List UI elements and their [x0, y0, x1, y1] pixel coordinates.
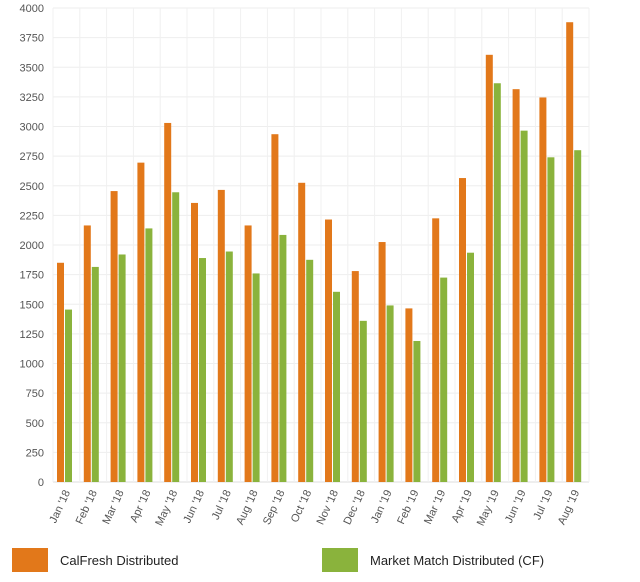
- calfresh-bar: [83, 225, 91, 482]
- x-tick-label: Feb '19: [395, 488, 421, 526]
- x-tick-label: Mar '19: [422, 488, 448, 526]
- market-match-bar: [547, 157, 555, 482]
- y-tick-label: 1000: [20, 359, 44, 371]
- x-tick-label: Oct '18: [289, 488, 314, 524]
- calfresh-bar: [351, 271, 359, 482]
- calfresh-bar: [325, 219, 332, 482]
- x-tick-label: Nov '18: [315, 488, 341, 527]
- calfresh-bar: [271, 134, 279, 482]
- market-match-bar: [91, 266, 99, 482]
- calfresh-bar: [405, 308, 413, 482]
- x-axis: Jan '18 Feb '18 Mar '18 Apr '18 May '18 Jun '…: [47, 488, 582, 528]
- x-tick-label: May '19: [475, 488, 502, 528]
- market-match-bar: [493, 83, 501, 482]
- x-tick-label: Jul '18: [210, 488, 234, 522]
- market-match-bar: [118, 254, 126, 482]
- market-match-bar: [520, 130, 528, 482]
- x-tick-label: Aug '19: [556, 488, 582, 527]
- y-tick-label: 3000: [20, 122, 44, 134]
- calfresh-bar: [57, 262, 64, 482]
- calfresh-bar: [512, 89, 520, 483]
- y-tick-label: 3250: [20, 92, 44, 104]
- market-match-bar: [333, 291, 340, 482]
- bar-chart: 0 250 500 750 1000 1250 1500 1750 2000 2250 2500 27…: [20, 3, 590, 528]
- calfresh-bar: [432, 218, 440, 482]
- calfresh-bar: [378, 242, 386, 482]
- legend-label: CalFresh Distributed: [60, 552, 179, 568]
- y-tick-label: 4000: [20, 3, 44, 15]
- calfresh-bar: [137, 162, 145, 482]
- x-tick-label: Sep '18: [261, 488, 287, 527]
- x-tick-label: Jan '18: [47, 488, 73, 525]
- calfresh-bar: [539, 97, 547, 482]
- gridlines: [52, 7, 590, 483]
- y-axis: 0 250 500 750 1000 1250 1500 1750 2000 2250 2500 27…: [20, 3, 44, 489]
- market-match-bar: [386, 305, 394, 482]
- y-tick-label: 1500: [20, 299, 44, 311]
- y-tick-label: 2750: [20, 151, 44, 163]
- legend-label: Market Match Distributed (CF): [370, 552, 545, 568]
- y-tick-label: 250: [26, 447, 44, 459]
- market-match-bar: [172, 192, 180, 482]
- y-tick-label: 2000: [20, 240, 44, 252]
- market-match-bar: [65, 309, 72, 482]
- market-match-bar: [359, 320, 367, 482]
- y-tick-label: 1750: [20, 270, 44, 282]
- x-tick-label: Mar '18: [100, 488, 126, 526]
- x-tick-label: Jun '18: [181, 488, 207, 525]
- y-tick-label: 750: [26, 388, 44, 400]
- y-tick-label: 0: [38, 477, 44, 489]
- x-tick-label: Dec '18: [341, 488, 367, 527]
- market-match-bar: [199, 258, 206, 482]
- x-tick-label: Apr '19: [450, 488, 475, 524]
- y-tick-label: 2250: [20, 210, 44, 222]
- y-tick-label: 500: [26, 418, 44, 430]
- market-match-swatch: [322, 548, 358, 572]
- y-tick-label: 1250: [20, 329, 44, 341]
- market-match-bar: [440, 277, 448, 482]
- y-tick-label: 3750: [20, 33, 44, 45]
- calfresh-bar: [110, 191, 118, 482]
- market-match-bar: [413, 340, 421, 482]
- x-tick-label: Apr '18: [128, 488, 153, 524]
- x-tick-label: Jan '19: [369, 488, 395, 525]
- calfresh-bar: [164, 122, 172, 482]
- calfresh-swatch: [12, 548, 48, 572]
- x-tick-label: Aug '18: [234, 488, 260, 527]
- calfresh-bar: [485, 54, 493, 483]
- calfresh-bar: [298, 182, 306, 482]
- market-match-bar: [225, 251, 233, 482]
- y-tick-label: 2500: [20, 181, 44, 193]
- market-match-bar: [145, 228, 153, 482]
- legend-item-calfresh[interactable]: CalFresh Distributed: [12, 548, 179, 572]
- calfresh-bar: [566, 22, 574, 482]
- x-tick-label: Feb '18: [74, 488, 100, 526]
- x-tick-label: Jun '19: [503, 488, 529, 525]
- x-tick-label: Jul '19: [531, 488, 555, 522]
- bars: [57, 22, 582, 483]
- legend-item-market-match[interactable]: Market Match Distributed (CF): [322, 548, 544, 572]
- calfresh-bar: [459, 178, 466, 483]
- calfresh-bar: [217, 189, 225, 482]
- market-match-bar: [574, 150, 582, 482]
- market-match-bar: [252, 273, 260, 482]
- market-match-bar: [306, 259, 314, 482]
- calfresh-bar: [244, 225, 252, 482]
- y-tick-label: 3500: [20, 62, 44, 74]
- calfresh-bar: [191, 202, 198, 482]
- market-match-bar: [467, 252, 474, 482]
- x-tick-label: May '18: [153, 488, 180, 528]
- market-match-bar: [279, 234, 287, 482]
